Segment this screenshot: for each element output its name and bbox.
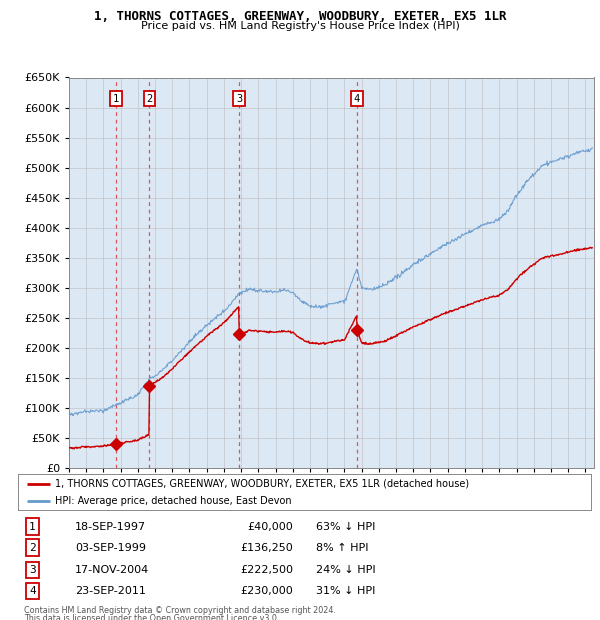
Text: £136,250: £136,250 — [240, 542, 293, 552]
Text: £230,000: £230,000 — [240, 586, 293, 596]
Text: 24% ↓ HPI: 24% ↓ HPI — [316, 565, 376, 575]
Text: 18-SEP-1997: 18-SEP-1997 — [76, 521, 146, 531]
Text: £222,500: £222,500 — [240, 565, 293, 575]
Text: Contains HM Land Registry data © Crown copyright and database right 2024.: Contains HM Land Registry data © Crown c… — [24, 606, 336, 616]
Text: £40,000: £40,000 — [247, 521, 293, 531]
Text: 23-SEP-2011: 23-SEP-2011 — [76, 586, 146, 596]
Text: 1, THORNS COTTAGES, GREENWAY, WOODBURY, EXETER, EX5 1LR (detached house): 1, THORNS COTTAGES, GREENWAY, WOODBURY, … — [55, 479, 469, 489]
Text: HPI: Average price, detached house, East Devon: HPI: Average price, detached house, East… — [55, 495, 292, 506]
Text: 17-NOV-2004: 17-NOV-2004 — [76, 565, 149, 575]
Text: 1: 1 — [29, 521, 36, 531]
Text: 3: 3 — [236, 94, 242, 104]
Text: 63% ↓ HPI: 63% ↓ HPI — [316, 521, 376, 531]
Text: 4: 4 — [29, 586, 36, 596]
Text: 2: 2 — [29, 542, 36, 552]
Text: 31% ↓ HPI: 31% ↓ HPI — [316, 586, 376, 596]
Text: Price paid vs. HM Land Registry's House Price Index (HPI): Price paid vs. HM Land Registry's House … — [140, 21, 460, 31]
Text: 2: 2 — [146, 94, 152, 104]
Text: This data is licensed under the Open Government Licence v3.0.: This data is licensed under the Open Gov… — [24, 614, 280, 620]
Text: 03-SEP-1999: 03-SEP-1999 — [76, 542, 146, 552]
Text: 8% ↑ HPI: 8% ↑ HPI — [316, 542, 368, 552]
Text: 1, THORNS COTTAGES, GREENWAY, WOODBURY, EXETER, EX5 1LR: 1, THORNS COTTAGES, GREENWAY, WOODBURY, … — [94, 10, 506, 23]
Text: 4: 4 — [354, 94, 360, 104]
Text: 3: 3 — [29, 565, 36, 575]
Text: 1: 1 — [113, 94, 119, 104]
